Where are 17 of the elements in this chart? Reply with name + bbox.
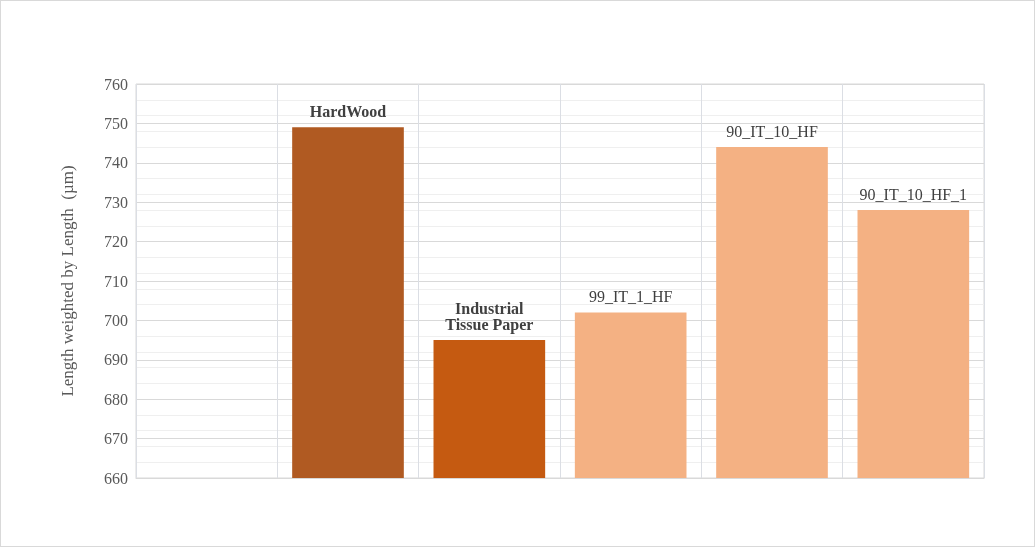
y-tick-label: 730 [104, 193, 128, 211]
y-tick-label: 720 [104, 233, 128, 251]
y-tick-label: 680 [104, 390, 128, 408]
x-tick-label: HardWood [309, 102, 387, 120]
x-tick-label: 90_IT_10_HF [726, 122, 818, 140]
y-tick-label: 660 [104, 469, 128, 487]
x-tick-label: Industrial Tissue Paper [445, 299, 534, 334]
y-axis-title: Length weighted by Length (µm) [58, 165, 77, 397]
y-tick-label: 760 [104, 75, 128, 93]
y-tick-label: 690 [104, 351, 128, 369]
y-tick-label: 710 [104, 272, 128, 290]
x-tick-label: 99_IT_1_HF [588, 288, 673, 306]
y-tick-label: 750 [104, 114, 128, 132]
x-tick-label: 90_IT_10_HF_1 [859, 185, 968, 203]
y-tick-label: 740 [104, 154, 128, 172]
y-tick-label: 700 [104, 311, 128, 329]
y-tick-label: 670 [104, 430, 128, 448]
